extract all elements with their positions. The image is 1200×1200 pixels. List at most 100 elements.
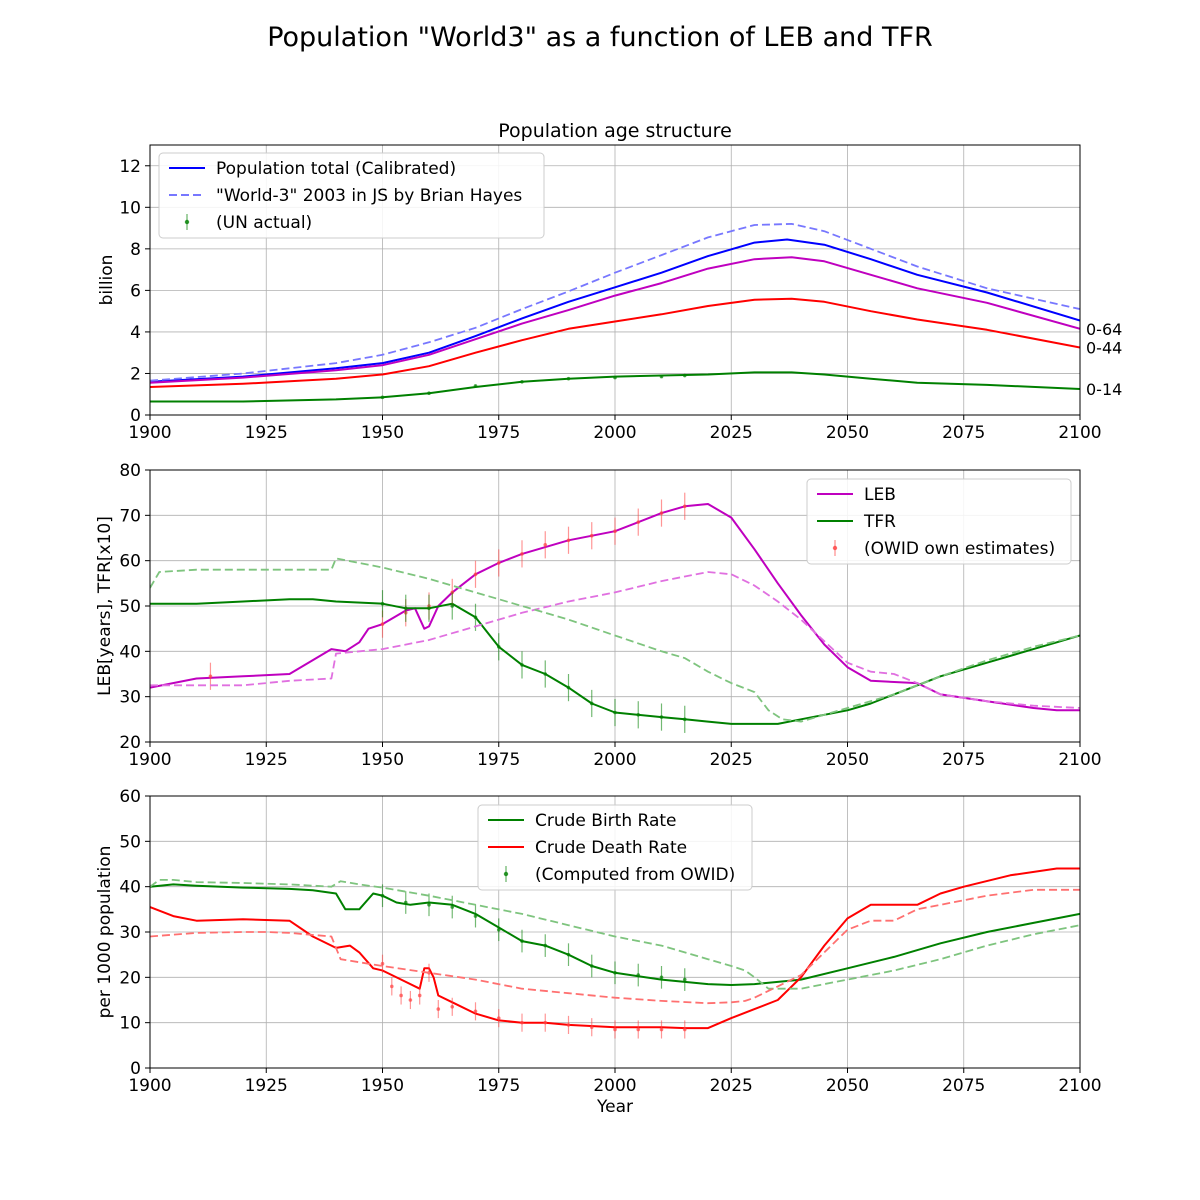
y-tick-label: 40	[119, 878, 141, 898]
x-tick-label: 2100	[1058, 1076, 1101, 1096]
x-tick-label: 2050	[826, 423, 869, 443]
data-point	[473, 572, 478, 577]
series-group	[150, 492, 1080, 733]
data-point	[566, 952, 571, 957]
x-tick-label: 2100	[1058, 423, 1101, 443]
data-point	[427, 606, 431, 611]
data-point	[380, 893, 385, 898]
legend-label: (UN actual)	[216, 213, 312, 233]
x-tick-label: 1925	[245, 750, 288, 770]
x-tick-label: 1950	[361, 750, 404, 770]
y-tick-label: 20	[119, 968, 141, 988]
data-point	[520, 1020, 524, 1025]
data-point	[208, 674, 213, 679]
legend-marker-dot	[184, 219, 190, 225]
data-point	[636, 520, 641, 524]
data-point	[417, 993, 422, 998]
data-point	[403, 900, 408, 905]
y-tick-label: 6	[130, 281, 141, 301]
data-point	[682, 504, 687, 509]
data-point	[473, 615, 478, 620]
x-tick-label: 1900	[128, 750, 171, 770]
data-point	[427, 903, 431, 907]
plot-leb-tfr: 1900 1925 1950 1975 2000 2025 2050 2075 2100 20 30…	[119, 461, 1101, 770]
end-label: 0-64	[1086, 320, 1122, 339]
legend-label: Population total (Calibrated)	[216, 159, 456, 179]
y-tick-label: 10	[119, 1014, 141, 1034]
series-line	[150, 223, 1080, 382]
legend-frame	[477, 804, 753, 891]
y-tick-label: 80	[119, 461, 141, 481]
data-point	[450, 1005, 455, 1009]
legend-rates: Crude Birth Rate Crude Death Rate (Compute…	[477, 804, 753, 891]
series-line	[150, 883, 1080, 986]
x-tick-label: 2075	[942, 423, 985, 443]
legend-label: TFR	[863, 512, 896, 532]
x-tick-label: 2000	[593, 423, 636, 443]
data-point	[496, 645, 501, 649]
series-line	[150, 888, 1080, 1005]
figure-title: Population "World3" as a function of LEB…	[267, 22, 933, 53]
series-line	[150, 238, 1080, 383]
series-line	[150, 557, 1080, 723]
population-ylabel: billion	[97, 255, 117, 306]
data-point	[450, 604, 455, 608]
data-point	[473, 914, 478, 918]
x-tick-label: 2050	[826, 750, 869, 770]
legend-marker-dot	[832, 545, 838, 551]
rates-xlabel: Year	[596, 1097, 633, 1117]
x-tick-label: 1950	[361, 1076, 404, 1096]
data-point	[566, 1023, 571, 1027]
data-point	[450, 905, 455, 909]
x-tick-label: 2075	[942, 750, 985, 770]
end-label: 0-44	[1086, 339, 1122, 358]
leb-tfr-ylabel: LEB[years], TFR[x10]	[95, 516, 115, 696]
data-point	[613, 1027, 617, 1032]
data-point	[589, 533, 594, 538]
y-tick-label: 12	[119, 157, 141, 177]
panel-population: Population age structure 1900 1925 1950 197…	[97, 120, 1122, 443]
data-point	[682, 977, 687, 982]
data-point	[436, 1007, 441, 1011]
data-point	[390, 984, 394, 989]
legend-label: LEB	[864, 485, 896, 505]
x-tick-label: 2000	[593, 1076, 636, 1096]
x-tick-label: 1975	[477, 1076, 520, 1096]
data-point	[636, 713, 641, 717]
data-point	[589, 1025, 594, 1029]
y-tick-label: 40	[119, 642, 141, 662]
panel-population-title: Population age structure	[498, 120, 732, 142]
end-label: 0-14	[1086, 380, 1122, 399]
series-line	[150, 867, 1080, 1030]
data-point	[566, 538, 571, 543]
legend-label: (OWID own estimates)	[864, 539, 1055, 559]
data-point	[589, 701, 594, 706]
series-line	[150, 297, 1080, 388]
legend-label: Crude Death Rate	[535, 838, 687, 858]
data-point	[408, 998, 413, 1002]
series-line	[150, 879, 1080, 990]
y-tick-label: 70	[119, 506, 141, 526]
data-point	[659, 511, 664, 515]
x-tick-label: 1900	[128, 1076, 171, 1096]
data-point	[543, 943, 548, 948]
y-tick-label: 50	[119, 832, 141, 852]
data-point	[659, 975, 664, 980]
y-tick-label: 2	[130, 364, 141, 384]
data-point	[473, 1009, 478, 1014]
series-group	[150, 223, 1080, 403]
data-point	[399, 993, 403, 998]
data-point	[589, 964, 594, 968]
data-point	[543, 1020, 548, 1025]
y-tick-label: 50	[119, 597, 141, 617]
y-tick-label: 20	[119, 733, 141, 753]
data-point	[520, 939, 524, 943]
x-tick-label: 2025	[710, 750, 753, 770]
data-point	[613, 710, 617, 715]
series-line	[150, 371, 1080, 403]
data-point	[613, 529, 617, 533]
legend-marker-dot	[503, 871, 509, 877]
data-point	[659, 1027, 664, 1032]
x-tick-label: 1900	[128, 423, 171, 443]
data-point	[496, 927, 501, 932]
